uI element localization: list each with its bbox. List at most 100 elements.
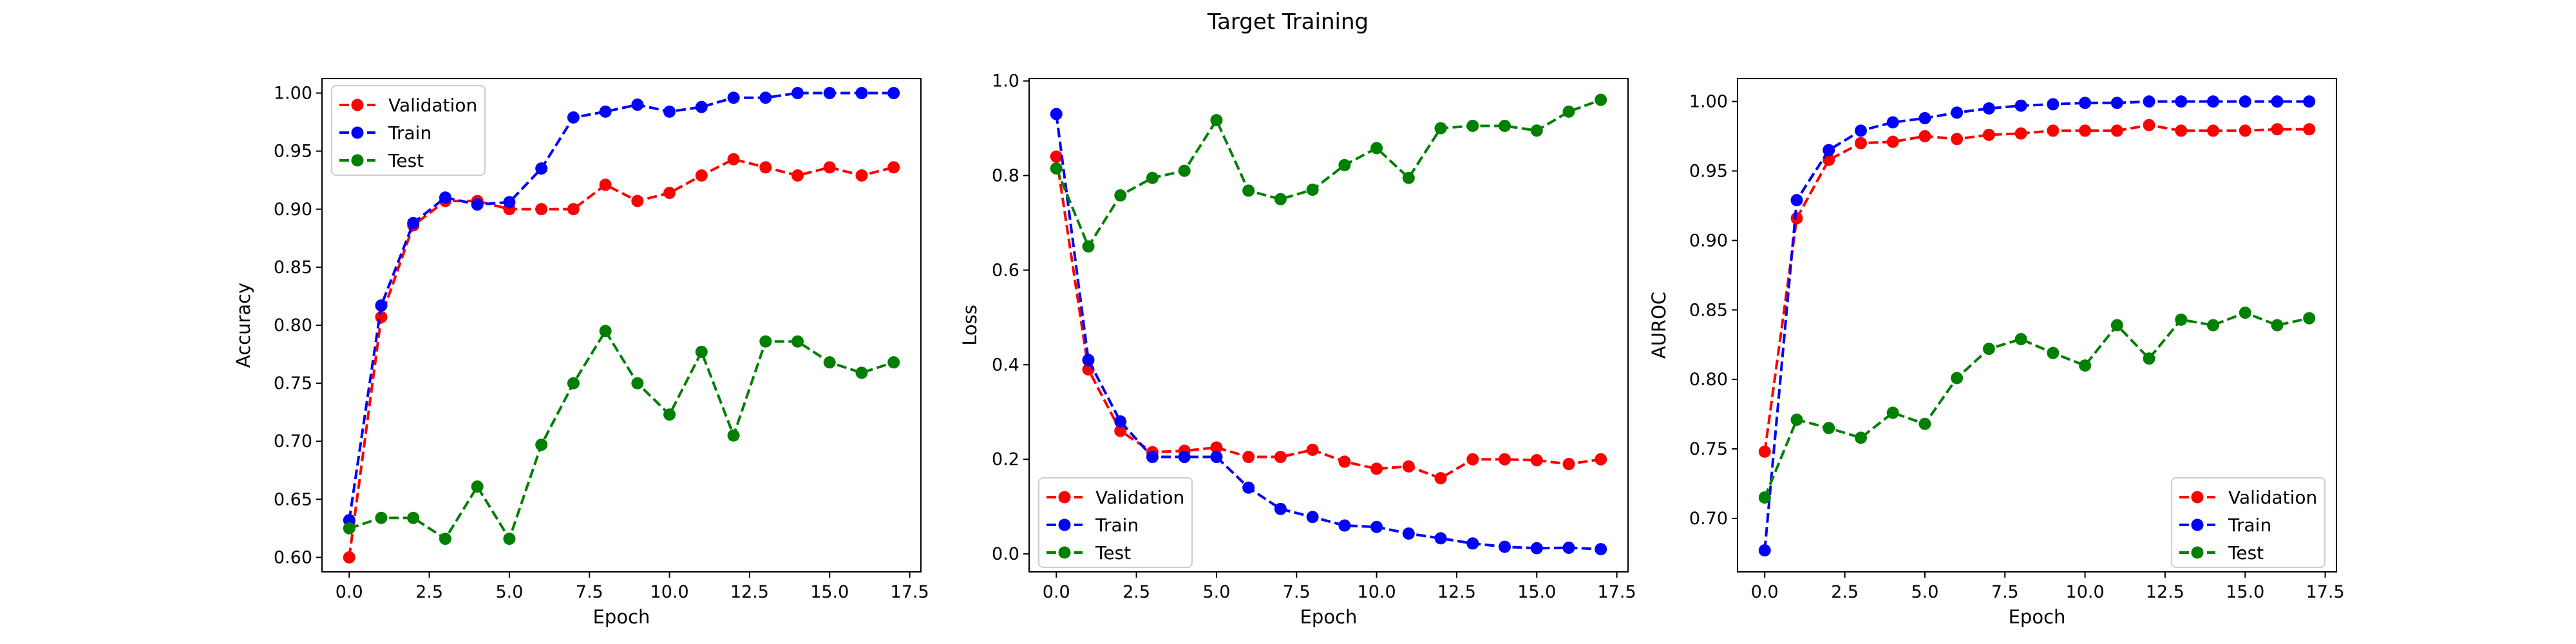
accuracy-point-validation (887, 161, 900, 174)
auroc-point-train (2079, 97, 2092, 109)
auroc-xtick-label: 12.5 (2146, 582, 2184, 602)
loss-point-validation (1466, 453, 1479, 466)
loss-point-validation (1562, 458, 1575, 471)
accuracy-point-test (503, 533, 516, 545)
loss-point-test (1466, 119, 1479, 132)
accuracy-series-line-test (348, 328, 895, 542)
accuracy-point-test (663, 408, 676, 421)
auroc-point-train (2207, 95, 2220, 108)
auroc-point-validation (1918, 130, 1931, 143)
auroc-point-validation (1758, 445, 1771, 458)
accuracy-point-test (855, 366, 868, 379)
accuracy-point-validation (567, 203, 580, 216)
accuracy-ytick-label: 1.00 (274, 84, 312, 104)
loss-xtick-label: 0.0 (1043, 582, 1070, 602)
auroc-ytick-label: 0.85 (1689, 300, 1728, 320)
auroc-point-train (2239, 95, 2251, 108)
auroc-xtick-label: 15.0 (2226, 582, 2264, 602)
accuracy-point-validation (599, 178, 612, 191)
loss-legend-marker-test (1058, 546, 1071, 559)
loss-point-test (1530, 124, 1543, 137)
auroc-point-validation (2047, 124, 2060, 137)
loss-point-train (1402, 527, 1415, 540)
accuracy-point-train (727, 91, 740, 104)
accuracy-xtick-label: 12.5 (730, 582, 769, 602)
auroc-point-test (2014, 333, 2027, 346)
loss-ytick-label: 0.0 (992, 544, 1019, 564)
accuracy-legend-label-test: Test (388, 150, 424, 171)
accuracy-legend-label-validation: Validation (388, 95, 477, 116)
auroc-ytick-label: 0.90 (1689, 231, 1728, 251)
loss-point-test (1499, 119, 1511, 132)
loss-point-train (1338, 519, 1351, 532)
accuracy-ytick-label: 0.75 (274, 374, 312, 393)
loss-point-train (1434, 532, 1447, 545)
accuracy-point-train (887, 87, 900, 100)
loss-point-test (1082, 240, 1095, 253)
auroc-xtick-label: 5.0 (1911, 582, 1938, 602)
accuracy-point-train (599, 105, 612, 118)
loss-x-axis-label: Epoch (1300, 606, 1358, 628)
auroc-point-train (1886, 116, 1899, 129)
figure-title: Target Training (1207, 9, 1369, 35)
accuracy-point-test (887, 356, 900, 369)
accuracy-xtick-label: 17.5 (891, 582, 929, 602)
loss-point-validation (1434, 472, 1447, 485)
loss-legend-marker-train (1058, 518, 1071, 531)
accuracy-ytick-label: 0.60 (274, 547, 312, 567)
auroc-ytick-label: 1.00 (1689, 92, 1728, 112)
loss-legend-label-validation: Validation (1095, 487, 1184, 508)
accuracy-legend-label-train: Train (388, 122, 431, 144)
auroc-point-train (1854, 124, 1867, 137)
loss-legend-label-train: Train (1095, 515, 1139, 536)
accuracy-y-axis-label: Accuracy (232, 283, 254, 368)
auroc-point-test (1854, 431, 1867, 444)
loss-point-test (1338, 158, 1351, 171)
loss-point-test (1402, 171, 1415, 184)
accuracy-ytick-label: 0.85 (274, 258, 312, 278)
auroc-point-validation (1886, 135, 1899, 148)
loss-point-test (1306, 184, 1319, 196)
accuracy-legend (331, 85, 486, 176)
auroc-series-line-validation (1763, 124, 2309, 452)
loss-ytick-label: 1.0 (992, 71, 1019, 91)
auroc-point-validation (1982, 128, 1995, 141)
accuracy-point-validation (759, 161, 772, 174)
accuracy-point-train (503, 196, 516, 209)
auroc-point-train (1758, 544, 1771, 557)
accuracy-point-test (471, 480, 484, 493)
auroc-point-validation (2303, 123, 2316, 136)
accuracy-xtick-label: 7.5 (576, 582, 603, 602)
accuracy-point-train (695, 100, 708, 113)
auroc-point-test (1951, 372, 1964, 384)
accuracy-point-validation (791, 169, 804, 182)
loss-point-test (1146, 171, 1159, 184)
loss-point-train (1178, 451, 1191, 464)
accuracy-point-train (823, 87, 836, 100)
loss-point-test (1434, 122, 1447, 135)
auroc-point-validation (1951, 133, 1964, 146)
auroc-xtick-label: 2.5 (1831, 582, 1859, 602)
accuracy-point-train (567, 111, 580, 124)
auroc-series-line-test (1763, 311, 2310, 498)
accuracy-xtick-label: 2.5 (415, 582, 443, 602)
loss-point-test (1274, 193, 1287, 205)
auroc-point-validation (1790, 212, 1803, 225)
accuracy-point-train (439, 191, 451, 204)
loss-point-test (1178, 164, 1191, 177)
auroc-plot-frame (1737, 78, 2337, 573)
accuracy-xtick-label: 5.0 (495, 582, 523, 602)
auroc-xtick-label: 17.5 (2306, 582, 2345, 602)
auroc-point-test (1982, 343, 1995, 355)
accuracy-point-train (663, 105, 676, 118)
accuracy-point-test (343, 522, 355, 535)
accuracy-xtick-label: 0.0 (336, 582, 363, 602)
auroc-legend-marker-test (2191, 546, 2204, 559)
auroc-point-test (2271, 319, 2284, 332)
auroc-ytick-label: 0.95 (1689, 161, 1728, 181)
accuracy-ytick-label: 0.80 (274, 316, 312, 336)
auroc-point-train (1951, 106, 1964, 119)
loss-xtick-label: 7.5 (1283, 582, 1311, 602)
